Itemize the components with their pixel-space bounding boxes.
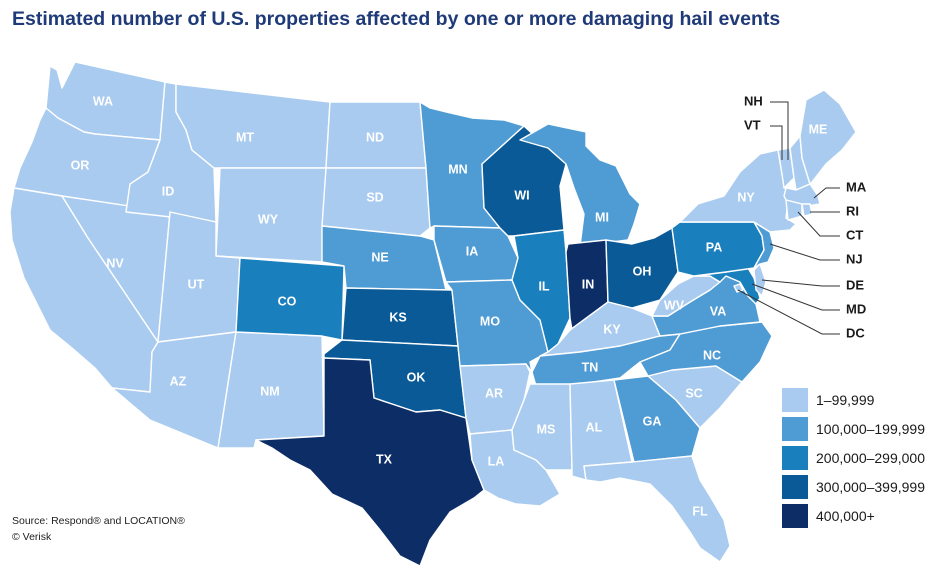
callout-MA: MA	[846, 179, 867, 194]
legend-item: 100,000–199,999	[782, 417, 925, 441]
state-label-TX: TX	[376, 452, 393, 466]
legend-label: 100,000–199,999	[816, 421, 925, 437]
state-label-WA: WA	[93, 94, 113, 108]
state-label-OR: OR	[71, 158, 90, 172]
state-label-UT: UT	[188, 277, 205, 291]
state-ME[interactable]	[799, 89, 857, 185]
state-label-PA: PA	[706, 240, 722, 254]
state-label-AL: AL	[586, 420, 603, 434]
state-label-OK: OK	[407, 370, 426, 384]
state-CT[interactable]	[785, 199, 803, 221]
callout-NJ: NJ	[846, 251, 863, 266]
state-label-TN: TN	[582, 360, 599, 374]
state-label-WV: WV	[664, 298, 685, 312]
state-CO[interactable]	[235, 257, 345, 341]
state-label-MO: MO	[480, 314, 500, 328]
leader-DE	[761, 279, 840, 287]
state-label-MN: MN	[448, 162, 467, 176]
state-FL[interactable]	[583, 455, 731, 563]
legend-label: 300,000–399,999	[816, 479, 925, 495]
state-label-NE: NE	[371, 250, 388, 264]
state-labels: WA OR CA NV ID MT WY UT AZ NM CO ND SD NE KS OK TX MN IA MO…	[21, 94, 827, 518]
state-label-VA: VA	[710, 304, 726, 318]
state-label-ID: ID	[162, 184, 175, 198]
source-line: Source: Respond® and LOCATION®	[12, 515, 185, 527]
source-note: Source: Respond® and LOCATION® © Verisk	[12, 513, 185, 545]
legend-item: 1–99,999	[782, 388, 925, 412]
leader-MD	[751, 283, 840, 311]
callout-NH: NH	[744, 93, 763, 108]
state-label-IA: IA	[466, 244, 479, 258]
state-label-NY: NY	[737, 190, 755, 204]
state-label-SC: SC	[685, 386, 702, 400]
legend-swatch	[782, 417, 808, 441]
state-label-MS: MS	[537, 422, 556, 436]
state-label-IL: IL	[538, 279, 549, 293]
state-label-ND: ND	[366, 130, 384, 144]
legend-swatch	[782, 388, 808, 412]
leader-MA	[813, 187, 840, 199]
state-NC[interactable]	[639, 321, 773, 383]
state-label-NC: NC	[703, 348, 721, 362]
legend-swatch	[782, 446, 808, 470]
callout-DE: DE	[846, 277, 864, 292]
state-MI[interactable]	[519, 123, 641, 247]
map-title: Estimated number of U.S. properties affe…	[12, 8, 781, 30]
callout-CT: CT	[846, 227, 863, 242]
leader-DC	[737, 289, 840, 335]
state-label-NV: NV	[106, 256, 124, 270]
state-MT[interactable]	[175, 83, 331, 169]
callout-RI: RI	[846, 203, 859, 218]
legend-swatch	[782, 504, 808, 528]
state-label-WY: WY	[258, 212, 279, 226]
state-label-KY: KY	[603, 322, 621, 336]
legend-swatch	[782, 475, 808, 499]
state-label-CO: CO	[278, 294, 297, 308]
state-label-SD: SD	[366, 190, 383, 204]
legend-item: 400,000+	[782, 504, 925, 528]
leader-VT	[770, 125, 783, 160]
state-label-KS: KS	[389, 310, 406, 324]
legend: 1–99,999 100,000–199,999 200,000–299,000…	[782, 388, 925, 533]
state-label-IN: IN	[582, 277, 595, 291]
state-label-MI: MI	[595, 210, 609, 224]
legend-item: 300,000–399,999	[782, 475, 925, 499]
legend-label: 1–99,999	[816, 392, 875, 408]
state-label-AZ: AZ	[170, 374, 187, 388]
leader-CT	[797, 211, 840, 237]
state-label-MT: MT	[236, 130, 254, 144]
legend-label: 400,000+	[816, 508, 875, 524]
state-label-WI: WI	[514, 188, 529, 202]
state-RI[interactable]	[801, 203, 813, 217]
callout-DC: DC	[846, 325, 865, 340]
callout-MD: MD	[846, 301, 866, 316]
legend-item: 200,000–299,000	[782, 446, 925, 470]
state-label-FL: FL	[692, 504, 708, 518]
state-label-GA: GA	[643, 414, 662, 428]
state-TX[interactable]	[255, 357, 485, 567]
state-NJ[interactable]	[753, 221, 775, 269]
callout-VT: VT	[744, 117, 761, 132]
state-label-CA: CA	[21, 297, 39, 311]
legend-label: 200,000–299,000	[816, 450, 925, 466]
state-label-LA: LA	[488, 454, 505, 468]
state-DC[interactable]	[733, 283, 744, 293]
leader-NJ	[769, 243, 840, 261]
state-label-NM: NM	[260, 384, 279, 398]
state-label-ME: ME	[809, 122, 828, 136]
copyright-line: © Verisk	[12, 531, 52, 543]
state-SD[interactable]	[321, 167, 431, 237]
state-label-OH: OH	[633, 264, 652, 278]
state-label-AR: AR	[485, 386, 503, 400]
leader-NH	[770, 101, 789, 160]
